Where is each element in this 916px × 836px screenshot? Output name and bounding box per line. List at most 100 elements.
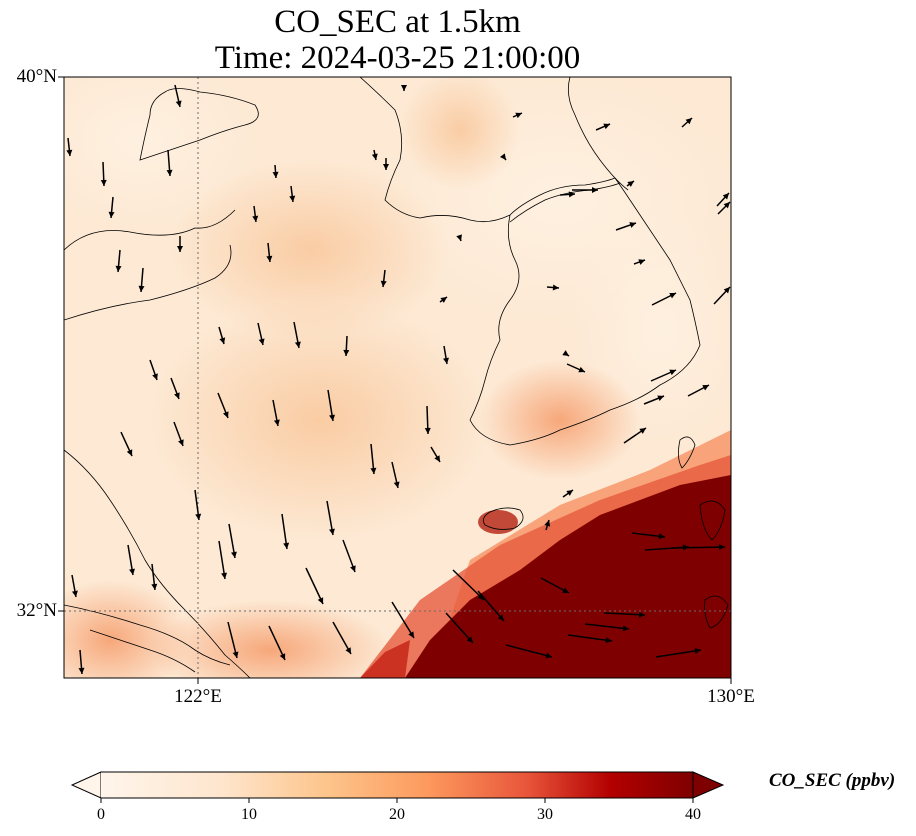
wind-vector-head [138,285,145,292]
map-title: CO_SEC at 1.5km [274,4,521,40]
wind-vector-head [408,631,414,638]
wind-vector-head [603,123,610,130]
wind-vector-head [100,179,107,186]
wind-vector-head [329,414,336,421]
wind-vector-shaft [445,612,474,644]
co-concentration-field [64,77,731,678]
wind-vector-head [175,100,182,107]
colorbar-tick-10: 10 [241,806,257,823]
wind-vector-head [71,590,78,597]
wind-vector-head [222,411,229,418]
wind-vector-shaft [603,612,646,616]
wind-vector-head [562,587,569,593]
wind-vector-head [434,455,440,462]
wind-vector-shaft [655,649,702,658]
wind-vector-head [78,667,85,674]
wind-vector-head [393,481,400,488]
wind-vector-head [605,637,612,644]
wind-vector-shaft [305,567,324,605]
wind-vector-head [443,357,449,364]
gridlines [64,77,731,678]
wind-vector-head [345,647,351,654]
wind-vector-head [562,350,569,356]
wind-vector-head [622,625,629,632]
wind-vector-shaft [268,625,286,661]
wind-vector-head [126,449,133,456]
wind-vector-head [497,614,504,621]
wind-vector-head [166,169,173,176]
wind-vector-head [195,513,202,520]
wind-vector-head [272,171,279,178]
wind-vector-head [221,572,228,579]
wind-vector-head [477,593,484,600]
wind-vector-shaft [218,540,226,580]
wind-vector-head [456,234,462,241]
wind-vector-head [370,467,377,474]
wind-vector-head [657,395,664,402]
wind-vector-head [219,337,226,344]
colorbar-tick-0: 0 [97,806,105,823]
wind-vector-shaft [505,644,553,658]
wind-vector-head [383,164,389,170]
map-time-subtitle: Time: 2024-03-25 21:00:00 [214,40,581,76]
wind-vector-head [350,565,356,572]
wind-vector-head [294,341,301,348]
wind-vector-head [152,373,158,380]
wind-vector-head [515,112,522,119]
wind-vector-head [424,427,431,434]
wind-vector-head [578,366,585,373]
wind-vector-head [266,255,273,262]
wind-vector-head [466,636,473,643]
wind-vector-head [638,259,645,265]
wind-vector-head [629,222,636,228]
wind-vectors [66,84,731,675]
wind-vector-head [722,193,729,200]
wind-vector-head [108,211,115,218]
lon-label-122e: 122°E [174,686,222,707]
wind-vector-head [638,611,645,618]
wind-vector-head [702,385,709,391]
wind-vector-shaft [670,546,726,549]
high-co-region [405,475,731,678]
wind-vector-head [343,349,350,356]
wind-vector-shaft [332,621,352,655]
wind-vector-head [401,85,407,91]
wind-vector-head [552,284,559,291]
wind-vector-head [232,651,239,658]
wind-vector-head [669,293,676,299]
coastlines [64,77,729,678]
wind-vector-head [500,153,506,160]
axis-ticks [58,76,732,684]
wind-vector-shaft [227,621,238,659]
wind-vector-head [371,153,378,160]
wind-vector-head [639,428,646,434]
wind-vector-head [380,280,387,287]
wind-vector-head [685,118,692,125]
wind-vector-head [283,542,290,549]
wind-vector-head [151,583,158,590]
wind-vector-head [129,568,135,575]
wind-vector-head [289,195,296,202]
wind-vector-head [66,149,73,156]
wind-vector-shaft [584,623,630,630]
wind-vector-head [544,520,551,527]
wind-vector-head [252,215,259,222]
wind-vector-head [723,202,730,209]
wind-vector-head [718,544,725,551]
colorbar-tick-30: 30 [537,806,553,823]
wind-vector-head [279,653,286,660]
lon-label-130e: 130°E [707,686,755,707]
wind-vector-head [592,187,598,193]
wind-vector-head [568,191,575,198]
colorbar-label: CO_SEC (ppbv) [769,770,896,791]
wind-vector-head [566,490,573,496]
map-frame [63,76,732,679]
wind-vector-head [231,551,237,558]
wind-vector-head [627,181,634,187]
colorbar [70,771,725,803]
wind-vector-head [115,265,122,272]
wind-vector-head [658,533,665,540]
wind-vector-head [694,647,701,654]
colorbar-tick-40: 40 [685,806,701,823]
